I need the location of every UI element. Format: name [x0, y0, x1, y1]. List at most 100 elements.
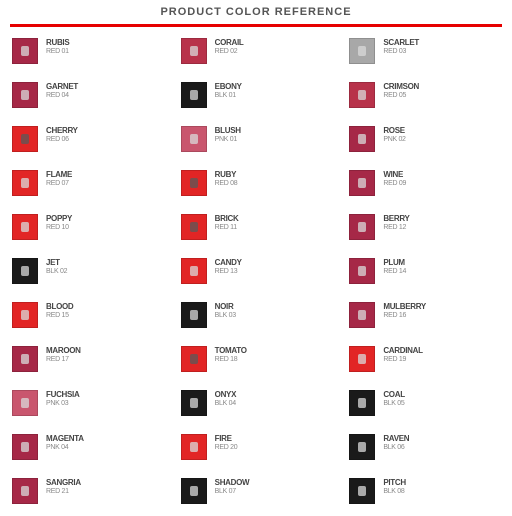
swatch-cell: RUBYRED 08 — [181, 170, 332, 208]
swatch-labels: MULBERRYRED 16 — [383, 302, 426, 319]
swatch-cell: FLAMERED 07 — [12, 170, 163, 208]
swatch-labels: EBONYBLK 01 — [215, 82, 242, 99]
color-swatch — [12, 170, 38, 196]
swatch-marker-icon — [358, 310, 366, 320]
swatch-labels: CARDINALRED 19 — [383, 346, 422, 363]
swatch-marker-icon — [21, 486, 29, 496]
swatch-sublabel: RED 14 — [383, 268, 406, 276]
swatch-label: FIRE — [215, 435, 238, 444]
swatch-cell: ONYXBLK 04 — [181, 390, 332, 428]
color-swatch — [349, 258, 375, 284]
color-swatch — [181, 126, 207, 152]
swatch-sublabel: RED 04 — [46, 92, 78, 100]
swatch-marker-icon — [21, 222, 29, 232]
swatch-marker-icon — [358, 398, 366, 408]
swatch-marker-icon — [190, 442, 198, 452]
page-title: PRODUCT COLOR REFERENCE — [0, 6, 512, 18]
color-swatch — [181, 478, 207, 504]
swatch-label: RUBY — [215, 171, 238, 180]
swatch-labels: MAGENTAPNK 04 — [46, 434, 84, 451]
swatch-marker-icon — [190, 178, 198, 188]
swatch-sublabel: BLK 05 — [383, 400, 404, 408]
swatch-sublabel: PNK 02 — [383, 136, 405, 144]
swatch-sublabel: RED 13 — [215, 268, 242, 276]
swatch-cell: POPPYRED 10 — [12, 214, 163, 252]
swatch-cell: CANDYRED 13 — [181, 258, 332, 296]
swatch-label: ONYX — [215, 391, 236, 400]
swatch-marker-icon — [190, 46, 198, 56]
color-swatch — [12, 126, 38, 152]
swatch-marker-icon — [21, 266, 29, 276]
swatch-labels: BERRYRED 12 — [383, 214, 409, 231]
color-swatch — [349, 170, 375, 196]
swatch-sublabel: RED 03 — [383, 48, 419, 56]
swatch-cell: MAROONRED 17 — [12, 346, 163, 384]
color-swatch — [181, 434, 207, 460]
swatch-labels: ONYXBLK 04 — [215, 390, 236, 407]
swatch-label: CORAIL — [215, 39, 244, 48]
swatch-cell: PLUMRED 14 — [349, 258, 500, 296]
swatch-labels: SCARLETRED 03 — [383, 38, 419, 55]
color-swatch — [181, 214, 207, 240]
color-swatch — [181, 302, 207, 328]
swatch-labels: JETBLK 02 — [46, 258, 67, 275]
swatch-label: ROSE — [383, 127, 405, 136]
swatch-label: CANDY — [215, 259, 242, 268]
swatch-label: BLUSH — [215, 127, 241, 136]
color-swatch — [12, 302, 38, 328]
swatch-cell: BERRYRED 12 — [349, 214, 500, 252]
swatch-sublabel: RED 06 — [46, 136, 78, 144]
swatch-marker-icon — [21, 398, 29, 408]
color-swatch — [181, 346, 207, 372]
swatch-sublabel: RED 16 — [383, 312, 426, 320]
swatch-sublabel: PNK 04 — [46, 444, 84, 452]
swatch-sublabel: RED 08 — [215, 180, 238, 188]
swatch-cell: SCARLETRED 03 — [349, 38, 500, 76]
swatch-marker-icon — [358, 266, 366, 276]
swatch-marker-icon — [190, 486, 198, 496]
swatch-labels: FIRERED 20 — [215, 434, 238, 451]
swatch-sublabel: RED 15 — [46, 312, 73, 320]
swatch-cell: CARDINALRED 19 — [349, 346, 500, 384]
swatch-cell: SANGRIARED 21 — [12, 478, 163, 516]
swatch-marker-icon — [21, 178, 29, 188]
color-swatch — [12, 434, 38, 460]
swatch-label: FUCHSIA — [46, 391, 79, 400]
swatch-labels: BLOODRED 15 — [46, 302, 73, 319]
swatch-labels: ROSEPNK 02 — [383, 126, 405, 143]
swatch-marker-icon — [21, 90, 29, 100]
swatch-sublabel: BLK 02 — [46, 268, 67, 276]
swatch-sublabel: RED 07 — [46, 180, 72, 188]
swatch-sublabel: BLK 07 — [215, 488, 250, 496]
color-swatch — [12, 38, 38, 64]
swatch-label: MULBERRY — [383, 303, 426, 312]
color-swatch — [12, 346, 38, 372]
swatch-label: SCARLET — [383, 39, 419, 48]
swatch-cell: CHERRYRED 06 — [12, 126, 163, 164]
swatch-sublabel: PNK 01 — [215, 136, 241, 144]
swatch-labels: SHADOWBLK 07 — [215, 478, 250, 495]
swatch-sublabel: RED 19 — [383, 356, 422, 364]
color-swatch — [349, 346, 375, 372]
swatch-labels: BRICKRED 11 — [215, 214, 239, 231]
swatch-labels: BLUSHPNK 01 — [215, 126, 241, 143]
swatch-labels: RUBISRED 01 — [46, 38, 69, 55]
swatch-label: NOIR — [215, 303, 236, 312]
swatch-marker-icon — [190, 398, 198, 408]
swatch-label: BERRY — [383, 215, 409, 224]
swatch-sublabel: RED 05 — [383, 92, 419, 100]
swatch-marker-icon — [358, 442, 366, 452]
color-swatch — [349, 38, 375, 64]
color-swatch — [12, 390, 38, 416]
swatch-marker-icon — [190, 222, 198, 232]
swatch-sublabel: BLK 01 — [215, 92, 242, 100]
swatch-label: BRICK — [215, 215, 239, 224]
swatch-label: TOMATO — [215, 347, 247, 356]
swatch-label: SANGRIA — [46, 479, 81, 488]
swatch-marker-icon — [21, 134, 29, 144]
swatch-labels: MAROONRED 17 — [46, 346, 81, 363]
color-swatch — [349, 214, 375, 240]
swatch-labels: SANGRIARED 21 — [46, 478, 81, 495]
swatch-labels: TOMATORED 18 — [215, 346, 247, 363]
swatch-label: COAL — [383, 391, 404, 400]
